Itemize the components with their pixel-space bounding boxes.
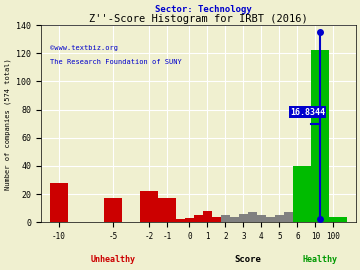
Bar	[266, 217, 275, 222]
Bar	[239, 214, 248, 222]
Bar	[284, 212, 293, 222]
Text: Sector: Technology: Sector: Technology	[154, 5, 251, 14]
Bar	[140, 191, 158, 222]
Text: 16.8344: 16.8344	[290, 108, 325, 117]
Bar	[275, 215, 284, 222]
Text: Score: Score	[234, 255, 261, 264]
Bar	[158, 198, 176, 222]
Bar	[311, 50, 329, 222]
Y-axis label: Number of companies (574 total): Number of companies (574 total)	[4, 58, 11, 190]
Text: The Research Foundation of SUNY: The Research Foundation of SUNY	[50, 59, 182, 65]
Bar	[185, 218, 194, 222]
Text: Unhealthy: Unhealthy	[90, 255, 135, 264]
Bar	[293, 166, 311, 222]
Bar	[194, 215, 203, 222]
Bar	[104, 198, 122, 222]
Text: Healthy: Healthy	[302, 255, 337, 264]
Bar	[221, 215, 230, 222]
Title: Z''-Score Histogram for IRBT (2016): Z''-Score Histogram for IRBT (2016)	[89, 14, 308, 24]
Bar	[176, 220, 185, 222]
Bar	[248, 212, 257, 222]
Bar	[212, 217, 221, 222]
Bar	[230, 217, 239, 222]
Bar	[329, 217, 347, 222]
Bar	[50, 183, 68, 222]
Bar	[257, 215, 266, 222]
Bar	[203, 211, 212, 222]
Text: ©www.textbiz.org: ©www.textbiz.org	[50, 45, 118, 51]
